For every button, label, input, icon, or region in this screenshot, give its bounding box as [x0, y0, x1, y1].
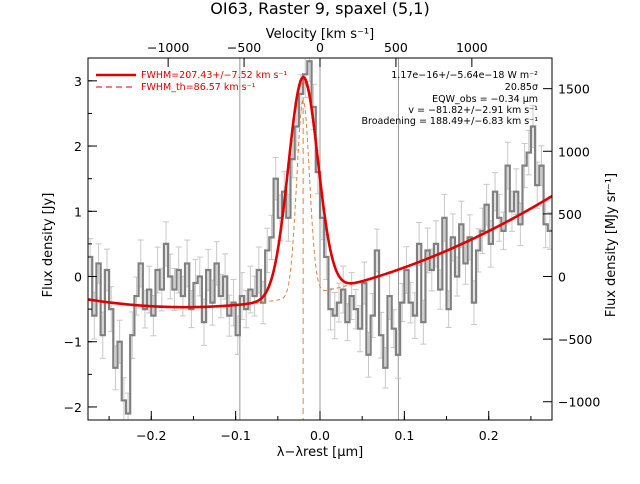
right-tick-label: 0 [558, 270, 566, 285]
top-tick-label: 0 [316, 40, 324, 55]
annotation-flux: 1.17e−16+/−5.64e−18 W m⁻² [391, 70, 538, 81]
y-tick-label: 1 [74, 204, 82, 219]
plot-area [88, 58, 552, 420]
y-tick-label: 2 [74, 139, 82, 154]
x-tick-label: −0.2 [136, 428, 166, 443]
fit-annotations: 1.17e−16+/−5.64e−18 W m⁻² 20.85σ EQW_obs… [361, 70, 538, 127]
top-tick-label: 1000 [456, 40, 488, 55]
legend: FWHM=207.43+/−7.52 km s⁻¹ FWHM_th=86.57 … [96, 70, 287, 93]
legend-entry-fwhm: FWHM=207.43+/−7.52 km s⁻¹ [141, 70, 287, 81]
y-tick-label: 3 [74, 74, 82, 89]
x-tick-label: 0.2 [479, 428, 499, 443]
right-tick-label: 1500 [558, 82, 590, 97]
annotation-sigma: 20.85σ [505, 82, 538, 93]
annotation-velocity: v = −81.82+/−2.91 km s⁻¹ [408, 105, 538, 116]
top-tick-label: −500 [227, 40, 261, 55]
annotation-broadening: Broadening = 188.49+/−6.83 km s⁻¹ [361, 116, 538, 127]
y-tick-label: 0 [74, 270, 82, 285]
y-tick-label: −2 [64, 400, 82, 415]
y-axis-label: Flux density [Jy] [41, 193, 56, 298]
top-axis-label: Velocity [km s⁻¹] [266, 27, 374, 42]
right-tick-label: 500 [558, 207, 582, 222]
legend-entry-fwhm-th: FWHM_th=86.57 km s⁻¹ [141, 82, 256, 93]
right-tick-label: 1000 [558, 144, 590, 159]
x-axis-label: λ−λrest [μm] [277, 445, 363, 460]
model-fit-line [88, 75, 552, 309]
right-tick-label: −500 [558, 332, 592, 347]
annotation-eqw: EQW_obs = −0.34 μm [432, 94, 538, 105]
spectrum-step-line [88, 60, 552, 415]
x-tick-label: −0.1 [220, 428, 250, 443]
y-tick-label: −1 [64, 335, 82, 350]
axes: −0.2 −0.1 0.0 0.1 0.2 −2 −1 0 1 2 3 −1000 −500 0 500 10… [64, 40, 601, 443]
x-tick-label: 0.0 [310, 428, 330, 443]
right-axis-label: Flux density [MJy sr⁻¹] [604, 173, 619, 317]
chart-title: OI63, Raster 9, spaxel (5,1) [210, 0, 429, 18]
top-tick-label: 500 [384, 40, 408, 55]
top-tick-label: −1000 [147, 40, 189, 55]
right-tick-label: −1000 [558, 395, 600, 410]
x-tick-label: 0.1 [394, 428, 414, 443]
